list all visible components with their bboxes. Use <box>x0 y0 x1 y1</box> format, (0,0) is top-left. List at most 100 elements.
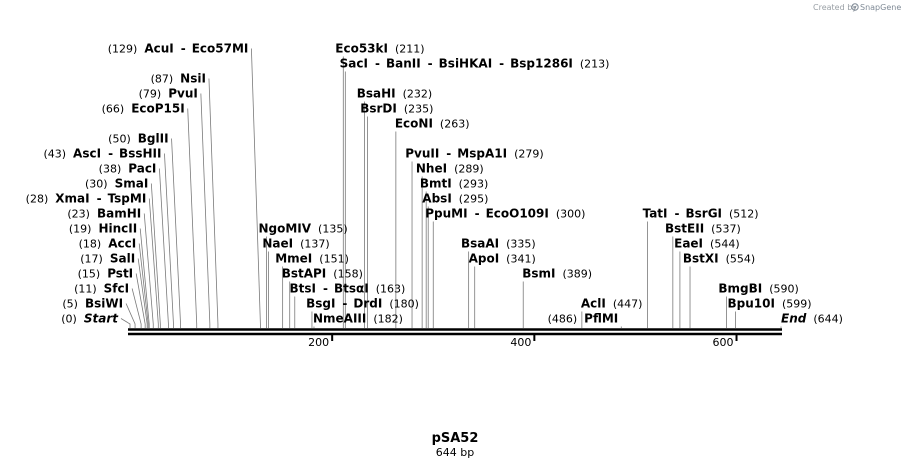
site-position: (599) <box>782 298 812 311</box>
site-label: (43) AscI - BssHII <box>43 147 161 161</box>
site-label: BsrDI (235) <box>360 102 433 116</box>
scale-tick-label: 400 <box>510 336 531 349</box>
site-position: (544) <box>710 238 740 251</box>
enzyme-name: Bpu10I <box>728 297 775 311</box>
enzyme-name: BsrDI <box>360 102 397 116</box>
site-position: (295) <box>459 193 489 206</box>
site-label: NmeAIII (182) <box>313 312 403 326</box>
site-position: (50) <box>108 133 131 146</box>
enzyme-name: SfcI <box>104 282 129 296</box>
enzyme-name: BtsI <box>289 282 316 296</box>
site-leader-line <box>159 168 169 328</box>
name-separator: - <box>181 42 186 56</box>
enzyme-name: SalI <box>110 252 135 266</box>
site-position: (43) <box>43 148 66 161</box>
enzyme-name: Eco53kI <box>335 42 388 56</box>
credit-prefix: Created by <box>813 3 857 12</box>
site-leader-line <box>200 93 211 328</box>
site-label: (50) BglII <box>108 132 168 146</box>
enzyme-name: XmaI <box>55 192 89 206</box>
site-position: (300) <box>556 208 586 221</box>
site-position: (11) <box>74 283 97 296</box>
enzyme-name: AbsI <box>422 192 451 206</box>
site-position: (335) <box>506 238 536 251</box>
enzyme-name: BmtI <box>420 177 452 191</box>
site-position: (15) <box>78 268 101 281</box>
site-position: (341) <box>506 253 536 266</box>
enzyme-name: BtsαI <box>334 282 369 296</box>
site-leader-lines <box>120 48 782 328</box>
site-position: (79) <box>139 88 162 101</box>
enzyme-name: NsiI <box>180 72 206 86</box>
enzyme-name: BmgBI <box>718 282 762 296</box>
site-label: (38) PacI <box>99 162 157 176</box>
site-label: BsaHI (232) <box>357 87 433 101</box>
site-position: (66) <box>102 103 125 116</box>
site-leader-line <box>137 258 148 328</box>
site-label: BmtI (293) <box>420 177 488 191</box>
scale-ticks: 200 400 600 <box>308 335 738 349</box>
name-separator: - <box>446 147 451 161</box>
enzyme-name: NaeI <box>262 237 293 251</box>
site-position: (512) <box>729 208 759 221</box>
enzyme-name: PstI <box>107 267 133 281</box>
site-position: (30) <box>85 178 108 191</box>
name-separator: - <box>375 57 380 71</box>
enzyme-name: PacI <box>128 162 156 176</box>
site-leader-line <box>139 228 150 328</box>
enzyme-name: BssHII <box>119 147 161 161</box>
site-label: (79) PvuI <box>139 87 198 101</box>
site-position: (537) <box>711 223 741 236</box>
site-label: EcoNI (263) <box>395 117 470 131</box>
site-position: (17) <box>80 253 103 266</box>
site-position: (19) <box>69 223 92 236</box>
site-position: (590) <box>769 283 799 296</box>
site-position: (644) <box>813 313 843 326</box>
enzyme-name: ApoI <box>469 252 500 266</box>
site-label: (129) AcuI - Eco57MI <box>108 42 249 56</box>
snapgene-logo-icon <box>851 3 859 11</box>
site-label: TatI - BsrGI (512) <box>643 207 759 221</box>
enzyme-name: SacI <box>340 57 368 71</box>
site-label: SacI - BanII - BsiHKAI - Bsp1286I (213) <box>340 57 610 71</box>
site-position: (0) <box>61 313 77 326</box>
site-leader-line <box>131 288 142 328</box>
site-position: (211) <box>395 43 425 56</box>
site-position: (158) <box>333 268 363 281</box>
enzyme-name: BsiWI <box>85 297 123 311</box>
site-label: AbsI (295) <box>422 192 488 206</box>
site-position: (28) <box>26 193 49 206</box>
site-label: (66) EcoP15I <box>102 102 185 116</box>
enzyme-name: PpuMI <box>425 207 467 221</box>
site-labels: (0) Start (5) BsiWI(11) SfcI(15) PstI (17) SalI… <box>26 42 843 326</box>
site-position: (213) <box>580 58 610 71</box>
site-label: PvuII - MspA1I (279) <box>405 147 543 161</box>
site-position: (23) <box>67 208 90 221</box>
dna-backbone <box>128 328 782 336</box>
map-length: 644 bp <box>436 446 474 459</box>
site-label: (15) PstI <box>78 267 134 281</box>
site-label: (30) SmaI <box>85 177 148 191</box>
name-separator: - <box>499 57 504 71</box>
scale-tick-label: 200 <box>308 336 329 349</box>
site-label: (5) BsiWI <box>62 297 123 311</box>
enzyme-name: BsmI <box>522 267 555 281</box>
enzyme-name: PvuII <box>405 147 439 161</box>
site-label: (23) BamHI <box>67 207 141 221</box>
site-position: (182) <box>373 313 403 326</box>
enzyme-name: MmeI <box>275 252 312 266</box>
name-separator: - <box>675 207 680 221</box>
enzyme-name: Bsp1286I <box>510 57 573 71</box>
enzyme-name: BsgI <box>306 297 335 311</box>
enzyme-name: NheI <box>416 162 447 176</box>
enzyme-name: BstEII <box>665 222 704 236</box>
site-position: (5) <box>62 298 78 311</box>
enzyme-name: TspMI <box>108 192 147 206</box>
enzyme-name: BstAPI <box>282 267 327 281</box>
site-position: (18) <box>79 238 102 251</box>
site-position: (235) <box>404 103 434 116</box>
site-label: AclI (447) <box>581 297 643 311</box>
site-label: BsgI - DrdI (180) <box>306 297 419 311</box>
enzyme-name: TatI <box>643 207 668 221</box>
site-label: BsaAI (335) <box>461 237 536 251</box>
